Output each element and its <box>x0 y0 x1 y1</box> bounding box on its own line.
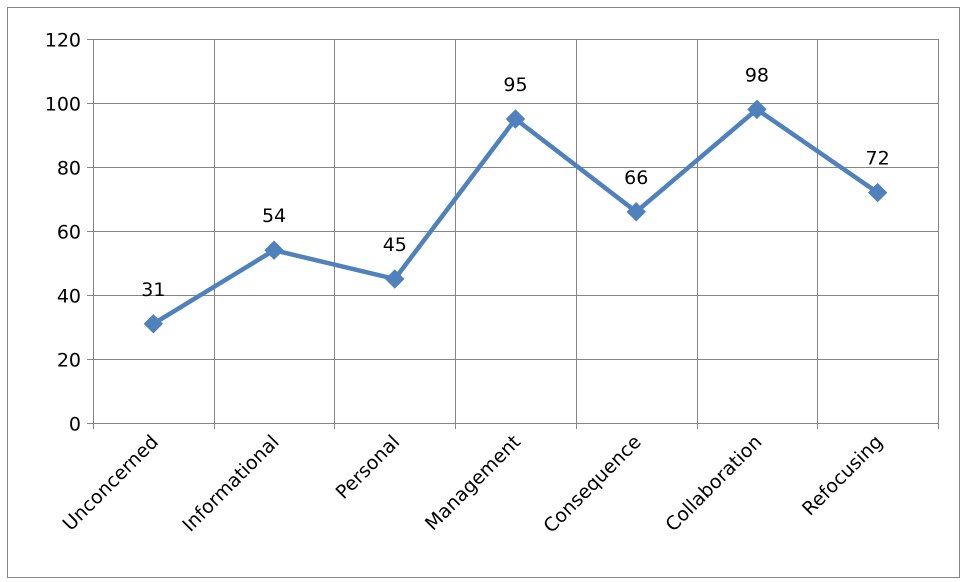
x-tick-label: Consequence <box>539 431 645 537</box>
y-tick-label: 20 <box>57 350 81 372</box>
data-point-marker <box>747 99 767 120</box>
data-point-marker <box>505 109 526 129</box>
data-point-marker <box>385 269 405 289</box>
data-label: 66 <box>624 167 648 189</box>
x-tick-label: Management <box>421 431 525 535</box>
y-tick-label: 120 <box>45 30 81 52</box>
y-tick-label: 0 <box>69 414 81 436</box>
y-tick-label: 80 <box>57 158 81 180</box>
data-label: 54 <box>262 205 286 227</box>
data-point-marker <box>264 240 284 260</box>
x-tick-label: Informational <box>178 431 283 536</box>
data-label: 31 <box>141 279 165 301</box>
series <box>143 99 888 334</box>
data-label: 45 <box>383 234 407 256</box>
chart-frame <box>7 7 960 578</box>
x-tick-label: Personal <box>332 431 405 504</box>
axes <box>87 39 939 429</box>
data-point-marker <box>626 202 646 222</box>
data-point-marker <box>867 182 888 203</box>
labels: 0 20 40 60 80 100 120 Unconcerned Informational P… <box>45 30 890 538</box>
data-label: 98 <box>745 64 769 86</box>
data-point-marker <box>143 314 164 334</box>
data-label: 72 <box>866 148 890 170</box>
y-tick-label: 100 <box>45 94 81 116</box>
gridlines <box>93 39 939 423</box>
x-tick-label: Refocusing <box>798 431 887 520</box>
y-tick-label: 60 <box>57 222 81 244</box>
x-tick-label: Collaboration <box>661 431 766 536</box>
y-tick-label: 40 <box>57 286 81 308</box>
data-label: 95 <box>503 74 527 96</box>
x-tick-label: Unconcerned <box>59 431 163 535</box>
